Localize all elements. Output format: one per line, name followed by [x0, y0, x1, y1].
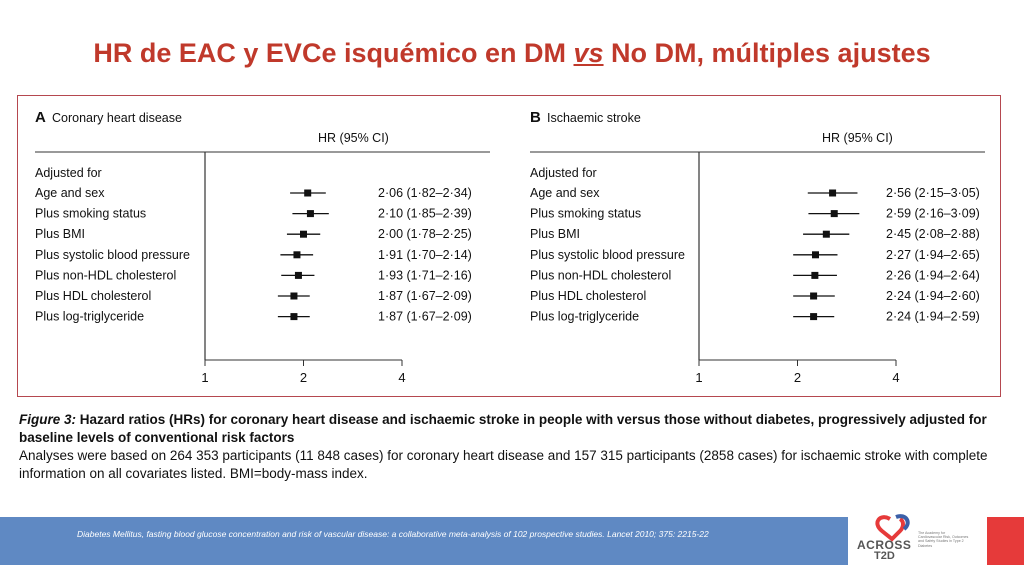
panel-a-row-label: Plus log-triglyceride: [35, 310, 144, 324]
panel-b-ci-text: 2·56 (2·15–3·05): [886, 186, 980, 200]
title-vs: vs: [573, 38, 604, 68]
panel-a-x-tick-label: 2: [300, 370, 307, 385]
logo-name-line2: T2D: [874, 550, 895, 562]
logo-heart-icon: [875, 515, 905, 542]
accent-red-block: [987, 517, 1024, 565]
panel-b-row-label: Plus log-triglyceride: [530, 310, 639, 324]
panel-b-point-estimate: [829, 189, 837, 197]
panel-a-row-label: Plus HDL cholesterol: [35, 289, 151, 303]
title-prefix: HR de EAC y EVCe isquémico en DM: [93, 38, 574, 68]
panel-a-row-label: Plus smoking status: [35, 207, 146, 221]
panel-b-point-estimate: [822, 230, 830, 238]
panel-a-x-tick-label: 1: [201, 370, 208, 385]
panel-a-ci-text: 2·10 (1·85–2·39): [378, 207, 472, 221]
panel-a-group-label: Adjusted for: [35, 166, 102, 180]
panel-a-point-estimate: [306, 210, 314, 218]
panel-a-point-estimate: [294, 271, 302, 279]
panel-b-column-header: HR (95% CI): [822, 131, 893, 145]
panel-b-x-tick-label: 4: [892, 370, 899, 385]
panel-b-point-estimate: [811, 251, 819, 259]
panel-a-title: Coronary heart disease: [52, 111, 182, 125]
panel-b-ci-text: 2·24 (1·94–2·59): [886, 310, 980, 324]
panel-b-row-label: Age and sex: [530, 186, 600, 200]
figure-caption: Figure 3: Hazard ratios (HRs) for corona…: [19, 411, 1009, 483]
panel-a-letter: A: [35, 109, 46, 126]
figure-box: [17, 95, 1001, 397]
across-t2d-logo: [875, 514, 910, 542]
panel-b-row-label: Plus systolic blood pressure: [530, 248, 685, 262]
panel-b-row-label: Plus BMI: [530, 227, 580, 241]
panel-b-title: Ischaemic stroke: [547, 111, 641, 125]
panel-a-ci-text: 1·93 (1·71–2·16): [378, 268, 472, 282]
panel-a-column-header: HR (95% CI): [318, 131, 389, 145]
panel-a-row-label: Age and sex: [35, 186, 105, 200]
panel-b-x-tick-label: 1: [695, 370, 702, 385]
caption-title-text: Hazard ratios (HRs) for coronary heart d…: [19, 412, 987, 445]
panel-a-ci-text: 2·00 (1·78–2·25): [378, 227, 472, 241]
panel-b-ci-text: 2·27 (1·94–2·65): [886, 248, 980, 262]
panel-a-ci-text: 2·06 (1·82–2·34): [378, 186, 472, 200]
panel-a-row-label: Plus systolic blood pressure: [35, 248, 190, 262]
panel-a-point-estimate: [293, 251, 301, 259]
panel-b-ci-text: 2·59 (2·16–3·09): [886, 207, 980, 221]
panel-a-ci-text: 1·87 (1·67–2·09): [378, 289, 472, 303]
logo-tagline: The Academy for Cardiovascular Risk, Out…: [918, 531, 969, 548]
panel-b-row-label: Plus non-HDL cholesterol: [530, 268, 671, 282]
panel-a-row-label: Plus non-HDL cholesterol: [35, 268, 176, 282]
caption-figure-label: Figure 3:: [19, 412, 77, 427]
panel-b-point-estimate: [830, 210, 838, 218]
panel-b-point-estimate: [810, 292, 818, 300]
panel-b-ci-text: 2·24 (1·94–2·60): [886, 289, 980, 303]
panel-b-x-tick-label: 2: [794, 370, 801, 385]
panel-a-point-estimate: [304, 189, 312, 197]
caption-body: Analyses were based on 264 353 participa…: [19, 448, 988, 481]
footer-bar: [0, 517, 848, 565]
logo-name-line1: ACROSS: [857, 538, 912, 552]
panel-a-ci-text: 1·87 (1·67–2·09): [378, 310, 472, 324]
panel-b-letter: B: [530, 109, 541, 126]
panel-a-row-label: Plus BMI: [35, 227, 85, 241]
slide-title: HR de EAC y EVCe isquémico en DM vs No D…: [0, 38, 1024, 69]
panel-a-x-tick-label: 4: [398, 370, 405, 385]
panel-b-ci-text: 2·45 (2·08–2·88): [886, 227, 980, 241]
panel-b-row-label: Plus smoking status: [530, 207, 641, 221]
title-suffix: No DM, múltiples ajustes: [603, 38, 931, 68]
panel-a-point-estimate: [290, 313, 298, 321]
panel-a-ci-text: 1·91 (1·70–2·14): [378, 248, 472, 262]
panel-a-point-estimate: [300, 230, 307, 238]
footer-citation: Diabetes Mellitus, fasting blood glucose…: [77, 529, 709, 539]
panel-b-group-label: Adjusted for: [530, 166, 597, 180]
logo-heart-blue-icon: [895, 514, 910, 531]
panel-b-point-estimate: [811, 271, 819, 279]
caption-title: Figure 3: Hazard ratios (HRs) for corona…: [19, 411, 1009, 447]
panel-a-point-estimate: [290, 292, 298, 300]
panel-b-point-estimate: [810, 313, 818, 321]
panel-b-row-label: Plus HDL cholesterol: [530, 289, 646, 303]
panel-b-ci-text: 2·26 (1·94–2·64): [886, 268, 980, 282]
